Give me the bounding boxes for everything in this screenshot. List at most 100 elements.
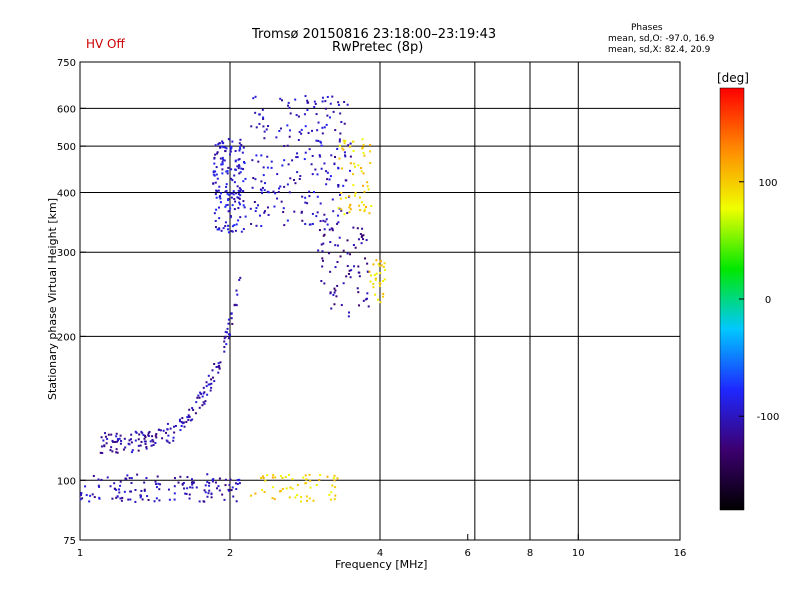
y-tick-label: 300 [57,248,76,259]
scatter-point [110,446,113,449]
y-tick-label: 75 [63,536,76,547]
scatter-point [236,482,239,485]
scatter-point [147,498,150,501]
scatter-point [271,497,274,500]
scatter-point [334,289,337,292]
scatter-point [308,195,311,198]
scatter-point [151,439,154,442]
scatter-point [221,140,224,143]
scatter-point [267,125,270,128]
hv-status-label: HV Off [86,37,125,51]
scatter-point [294,98,297,101]
scatter-point [224,221,227,224]
scatter-point [237,167,240,170]
scatter-point [238,478,241,481]
scatter-point [263,490,266,493]
scatter-point [229,148,232,151]
scatter-point [204,400,207,403]
scatter-point [224,478,227,481]
scatter-point [304,196,307,199]
scatter-point [348,211,351,214]
scatter-point [229,192,232,195]
scatter-point [263,211,266,214]
scatter-point [227,333,230,336]
scatter-point [208,383,211,386]
scatter-point [354,246,357,249]
scatter-point [349,142,352,145]
scatter-point [279,185,282,188]
scatter-point [224,484,227,487]
scatter-point [346,212,349,215]
scatter-point [202,386,205,389]
scatter-point [329,102,332,105]
scatter-point [349,203,352,206]
scatter-point [347,144,350,147]
scatter-point [359,209,362,212]
scatter-point [258,122,261,125]
scatter-point [274,476,277,479]
scatter-point [362,203,365,206]
scatter-point [225,343,228,346]
scatter-point [139,444,142,447]
scatter-point [230,177,233,180]
scatter-point [307,131,310,134]
scatter-point [308,497,311,500]
scatter-point [342,148,345,151]
scatter-point [203,391,206,394]
scatter-point [379,282,382,285]
scatter-point [192,482,195,485]
scatter-point [109,449,112,452]
scatter-point [280,200,283,203]
scatter-point [366,270,369,273]
scatter-point [318,479,321,482]
scatter-point [100,436,103,439]
scatter-point [100,478,103,481]
scatter-point [122,448,125,451]
scatter-point [189,486,192,489]
scatter-point [326,223,329,226]
scatter-point [229,153,232,156]
scatter-point [232,495,235,498]
scatter-point [145,447,148,450]
scatter-point [237,158,240,161]
scatter-point [229,478,232,481]
scatter-point [172,436,175,439]
scatter-point [126,474,129,477]
scatter-point [191,418,194,421]
scatter-point [147,432,150,435]
scatter-point [124,446,127,449]
scatter-point [221,161,224,164]
scatter-point [284,476,287,479]
scatter-point [383,269,386,272]
scatter-point [230,196,233,199]
scatter-point [361,138,364,141]
scatter-point [206,495,209,498]
scatter-point [332,293,335,296]
scatter-point [230,312,233,315]
scatter-point [224,205,227,208]
scatter-point [115,440,118,443]
scatter-point [242,190,245,193]
scatter-point [337,103,340,106]
scatter-point [151,435,154,438]
x-tick-label: 1 [77,548,83,559]
scatter-point [363,210,366,213]
scatter-point [130,481,133,484]
scatter-point [328,228,331,231]
scatter-point [353,162,356,165]
scatter-point [361,147,364,150]
scatter-point [330,491,333,494]
scatter-point [97,478,100,481]
scatter-point [324,100,327,103]
scatter-point [195,486,198,489]
scatter-point [288,191,291,194]
scatter-point [173,492,176,495]
scatter-point [119,484,122,487]
scatter-point [166,422,169,425]
scatter-point [210,493,213,496]
scatter-point [352,140,355,143]
scatter-point [352,184,355,187]
scatter-point [227,337,230,340]
scatter-point [280,489,283,492]
scatter-point [344,155,347,158]
